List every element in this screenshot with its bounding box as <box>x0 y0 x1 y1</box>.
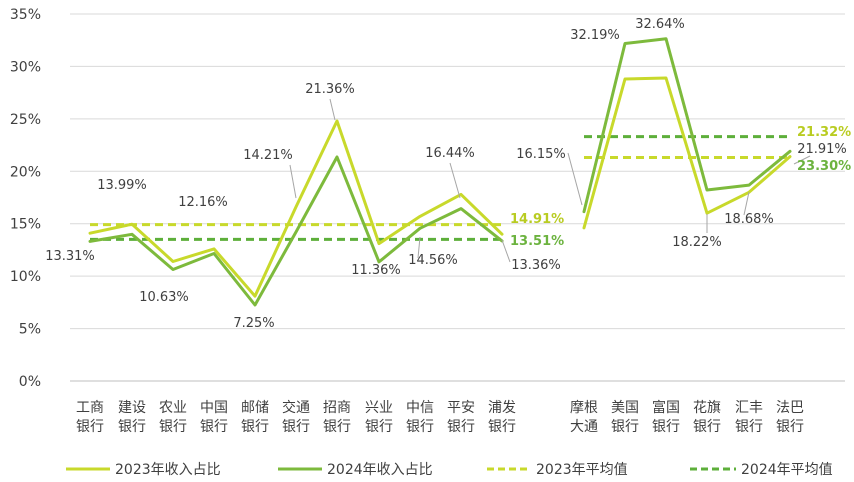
legend-label: 2024年收入占比 <box>327 462 433 478</box>
x-tick-label: 摩根 <box>570 399 598 416</box>
leader-line <box>501 239 511 263</box>
data-label: 16.15% <box>516 147 566 162</box>
data-label: 32.64% <box>635 17 685 32</box>
x-tick-label: 交通 <box>282 399 310 416</box>
series-line <box>88 155 504 307</box>
x-tick-label: 银行 <box>652 419 680 435</box>
x-tick-label: 银行 <box>488 419 516 435</box>
data-label: 10.63% <box>139 290 189 305</box>
legend-label: 2024年平均值 <box>741 462 833 478</box>
series-lines <box>88 37 792 307</box>
legend-label: 2023年平均值 <box>536 462 628 478</box>
x-tick-label: 汇丰 <box>735 400 763 416</box>
y-axis: 0% 5% 10% 15% 20% 25% 30% 35% <box>10 7 41 390</box>
y-tick-label: 5% <box>19 322 41 338</box>
data-label: 7.25% <box>233 316 274 331</box>
x-tick-label: 花旗 <box>693 400 721 416</box>
x-tick-label: 工商 <box>76 400 104 416</box>
x-tick-label: 邮储 <box>241 400 269 416</box>
y-tick-label: 0% <box>19 374 41 390</box>
x-tick-label: 富国 <box>652 399 680 416</box>
x-tick-label: 农业 <box>159 400 187 416</box>
x-tick-label: 美国 <box>611 400 639 416</box>
x-tick-label: 兴业 <box>365 400 393 416</box>
x-tick-label: 银行 <box>365 419 393 435</box>
x-tick-label: 银行 <box>693 419 721 435</box>
data-label: 32.19% <box>570 28 620 43</box>
x-tick-label: 银行 <box>159 419 187 435</box>
data-label: 12.16% <box>178 195 228 210</box>
data-label: 14.56% <box>408 253 458 268</box>
x-axis: 工商银行建设银行农业银行中国银行邮储银行交通银行招商银行兴业银行中信银行平安银行… <box>76 399 804 435</box>
x-tick-label: 银行 <box>118 419 146 435</box>
x-tick-label: 银行 <box>323 419 351 435</box>
x-tick-label: 银行 <box>406 419 434 435</box>
x-tick-label: 银行 <box>200 419 228 435</box>
x-tick-label: 大通 <box>570 419 598 435</box>
leader-line <box>743 191 750 216</box>
data-label: 14.21% <box>243 148 293 163</box>
average-label: 13.51% <box>510 234 564 249</box>
series-line <box>582 37 792 214</box>
leader-line <box>567 152 583 206</box>
data-label: 21.91% <box>797 142 847 157</box>
legend: 2023年收入占比 2024年收入占比 2023年平均值 2024年平均值 <box>66 462 833 478</box>
x-tick-label: 招商 <box>323 400 351 416</box>
x-tick-label: 浦发 <box>488 400 516 416</box>
x-tick-label: 银行 <box>282 419 310 435</box>
x-tick-label: 法巴 <box>776 400 804 416</box>
average-label: 14.91% <box>510 212 564 227</box>
y-tick-label: 10% <box>10 269 41 285</box>
data-label: 11.36% <box>351 263 401 278</box>
y-tick-label: 30% <box>10 59 41 75</box>
x-tick-label: 平安 <box>447 400 475 416</box>
data-label: 13.31% <box>45 249 95 264</box>
x-tick-label: 银行 <box>447 419 475 435</box>
data-label: 21.36% <box>305 82 355 97</box>
x-tick-label: 中国 <box>200 400 228 416</box>
x-tick-label: 银行 <box>611 419 639 435</box>
leader-line <box>289 164 297 199</box>
data-label: 16.44% <box>425 146 475 161</box>
x-tick-label: 银行 <box>76 419 104 435</box>
average-labels: 14.91% 13.51% 21.32% 23.30% <box>510 125 851 249</box>
x-tick-label: 建设 <box>118 400 146 416</box>
series-line <box>88 119 504 298</box>
average-label: 23.30% <box>797 159 851 174</box>
leader-line <box>793 155 811 165</box>
x-tick-label: 中信 <box>406 400 434 416</box>
data-label: 18.68% <box>724 212 774 227</box>
y-tick-label: 20% <box>10 164 41 180</box>
average-lines <box>90 135 790 241</box>
leader-line <box>417 236 421 259</box>
y-tick-label: 35% <box>10 7 41 23</box>
x-tick-label: 银行 <box>241 419 269 435</box>
data-label: 18.22% <box>672 235 722 250</box>
data-labels: 13.31% 13.99% 10.63% 12.16% 7.25% 14.21% 21.36… <box>45 17 847 331</box>
leader-line <box>449 162 461 199</box>
data-label: 13.99% <box>97 178 147 193</box>
average-label: 21.32% <box>797 125 851 140</box>
y-tick-label: 25% <box>10 112 41 128</box>
data-label: 13.36% <box>511 258 561 273</box>
leader-line <box>329 98 336 121</box>
x-tick-label: 银行 <box>776 419 804 435</box>
x-tick-label: 银行 <box>735 419 763 435</box>
y-tick-label: 15% <box>10 217 41 233</box>
series-line <box>582 76 792 230</box>
legend-label: 2023年收入占比 <box>115 462 221 478</box>
